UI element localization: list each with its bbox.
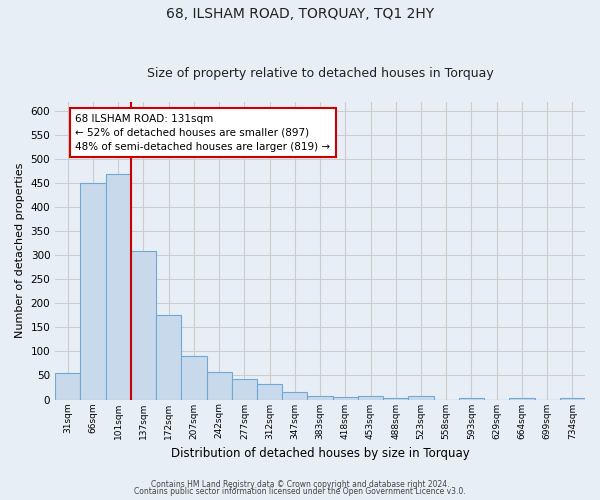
Bar [80, 183, 106, 400]
Bar [509, 398, 535, 400]
Bar [156, 316, 181, 400]
Text: 68, ILSHAM ROAD, TORQUAY, TQ1 2HY: 68, ILSHAM ROAD, TORQUAY, TQ1 2HY [166, 8, 434, 22]
Bar [131, 250, 156, 400]
Bar [206, 372, 232, 400]
Title: Size of property relative to detached houses in Torquay: Size of property relative to detached ho… [147, 66, 493, 80]
X-axis label: Distribution of detached houses by size in Torquay: Distribution of detached houses by size … [171, 447, 469, 460]
Bar [358, 396, 383, 400]
Bar [106, 174, 131, 400]
Bar [560, 398, 585, 400]
Text: Contains HM Land Registry data © Crown copyright and database right 2024.: Contains HM Land Registry data © Crown c… [151, 480, 449, 489]
Bar [409, 396, 434, 400]
Text: 68 ILSHAM ROAD: 131sqm
← 52% of detached houses are smaller (897)
48% of semi-de: 68 ILSHAM ROAD: 131sqm ← 52% of detached… [76, 114, 331, 152]
Bar [55, 373, 80, 400]
Bar [332, 397, 358, 400]
Bar [307, 396, 332, 400]
Y-axis label: Number of detached properties: Number of detached properties [15, 163, 25, 338]
Text: Contains public sector information licensed under the Open Government Licence v3: Contains public sector information licen… [134, 487, 466, 496]
Bar [257, 384, 282, 400]
Bar [181, 356, 206, 400]
Bar [459, 398, 484, 400]
Bar [383, 398, 409, 400]
Bar [282, 392, 307, 400]
Bar [232, 380, 257, 400]
